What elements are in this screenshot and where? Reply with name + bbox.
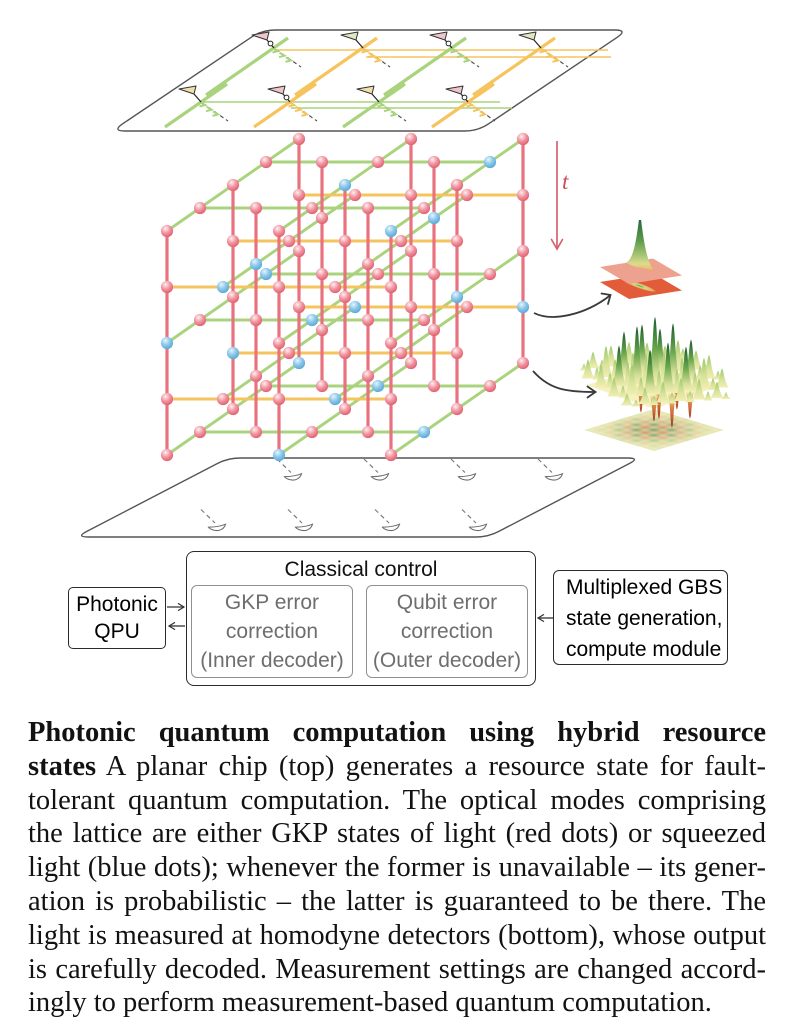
svg-text:t: t — [562, 169, 569, 194]
